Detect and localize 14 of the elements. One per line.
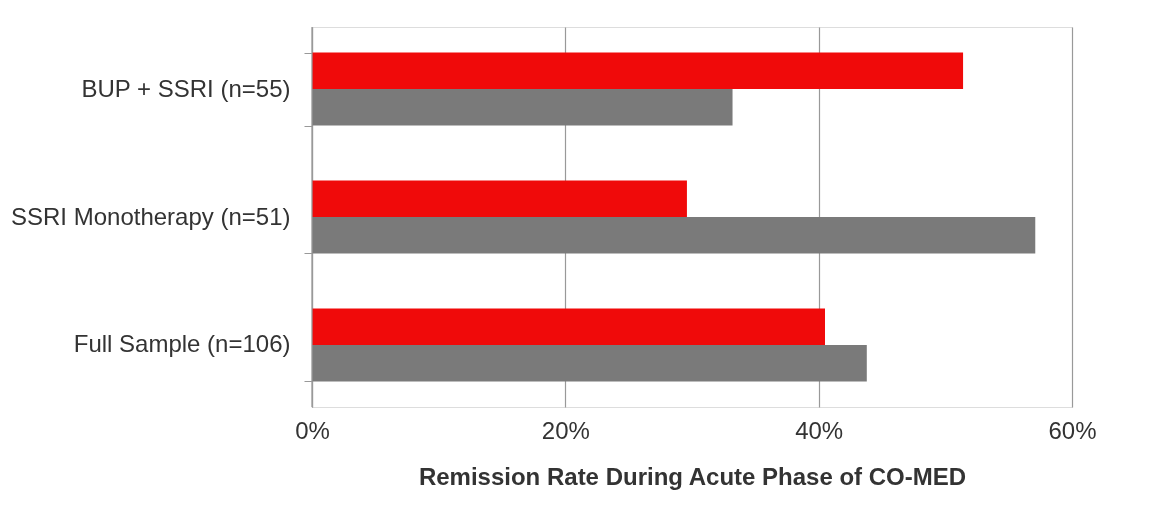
bar bbox=[312, 52, 964, 90]
bar bbox=[312, 89, 733, 126]
bar bbox=[312, 308, 825, 345]
y-tick-label: Full Sample (n=106) bbox=[73, 330, 291, 358]
y-tick-label: BUP + SSRI (n=55) bbox=[81, 74, 291, 102]
bar bbox=[312, 180, 687, 217]
x-tick-label: 40% bbox=[795, 416, 844, 444]
x-tick-label: 0% bbox=[295, 416, 330, 444]
x-tick-label: 20% bbox=[541, 416, 590, 444]
bar bbox=[312, 217, 1036, 254]
bar bbox=[312, 344, 867, 382]
y-tick-label: SSRI Monotherapy (n=51) bbox=[11, 202, 291, 230]
x-tick-label: 60% bbox=[1048, 416, 1097, 444]
x-axis-title: Remission Rate During Acute Phase of CO-MED bbox=[418, 462, 967, 490]
